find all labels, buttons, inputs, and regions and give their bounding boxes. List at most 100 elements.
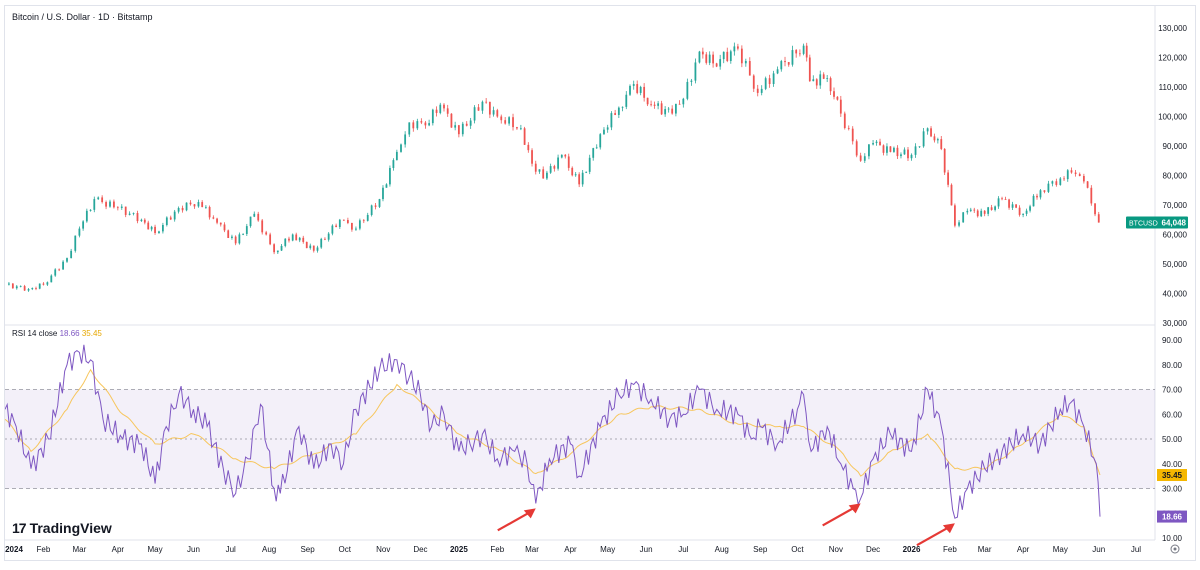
price-candle-body: [980, 210, 983, 217]
price-candle-body: [632, 84, 635, 86]
price-candle-body: [1051, 181, 1054, 184]
price-candle-body: [538, 169, 541, 172]
price-candle-body: [966, 210, 969, 213]
settings-gear-icon[interactable]: [1170, 544, 1180, 554]
price-candle-body: [66, 258, 68, 262]
price-candle-body: [428, 123, 431, 126]
x-axis-month-label: Sep: [753, 545, 768, 554]
price-y-tick: 30,000: [1163, 319, 1188, 328]
price-candle-body: [74, 235, 77, 251]
price-candle-body: [276, 250, 279, 253]
price-candle-body: [231, 236, 233, 238]
price-candle-body: [305, 241, 308, 249]
price-candle-body: [245, 226, 248, 234]
price-candle-body: [726, 51, 729, 61]
price-candle-body: [943, 148, 946, 173]
price-candle-body: [1018, 207, 1021, 215]
price-candle-body: [500, 116, 503, 121]
x-axis-month-label: Oct: [791, 545, 804, 554]
price-candle-body: [477, 107, 480, 111]
price-candle-body: [812, 79, 815, 82]
price-candle-body: [366, 214, 369, 221]
price-candle-body: [646, 97, 649, 105]
price-candle-body: [242, 233, 244, 235]
price-candle-body: [969, 209, 972, 211]
price-y-tick: 50,000: [1163, 260, 1188, 269]
price-candle-body: [764, 78, 767, 89]
price-candle-body: [158, 231, 160, 234]
price-candle-body: [595, 147, 598, 149]
price-candle-body: [599, 134, 602, 148]
price-candle-body: [606, 127, 609, 130]
price-candle-body: [385, 184, 388, 188]
rsi-ma-last-value-bg: [1157, 469, 1187, 482]
price-candle-body: [389, 167, 391, 185]
x-axis-month-label: Mar: [73, 545, 87, 554]
price-candle-body: [983, 210, 986, 214]
last-price-ticker: BTCUSD: [1129, 221, 1158, 228]
rsi-ma-line: [4, 368, 1101, 477]
price-candle-body: [150, 226, 153, 230]
price-candle-body: [1074, 172, 1077, 175]
price-candle-body: [839, 99, 842, 114]
price-candle-body: [120, 206, 123, 208]
price-candle-body: [962, 212, 965, 223]
price-candle-body: [1022, 213, 1025, 215]
price-candle-body: [335, 225, 338, 228]
price-candle-body: [143, 219, 146, 223]
price-candle-body: [169, 217, 172, 220]
price-candle-body: [682, 98, 685, 105]
price-candle-body: [1059, 178, 1062, 185]
price-candle-body: [936, 139, 939, 141]
price-candle-body: [886, 146, 888, 153]
price-candle-body: [546, 172, 548, 179]
price-candle-body: [85, 210, 88, 222]
x-axis-year-label: 2026: [903, 545, 921, 554]
x-axis-month-label: Feb: [37, 545, 51, 554]
price-candle-body: [614, 113, 617, 115]
rsi-y-tick: 50.00: [1162, 435, 1183, 444]
price-candle-body: [736, 46, 739, 49]
price-candle-body: [1090, 187, 1093, 204]
price-candle-body: [610, 113, 613, 128]
price-candle-body: [132, 212, 135, 214]
x-axis-month-label: Apr: [1017, 545, 1030, 554]
rsi-y-tick: 30.00: [1162, 485, 1183, 494]
price-candle-body: [128, 213, 131, 215]
price-candle-body: [973, 209, 976, 211]
price-candle-body: [776, 69, 779, 74]
price-candle-body: [930, 128, 932, 137]
price-candle-body: [836, 96, 839, 100]
price-candle-body: [805, 45, 808, 58]
price-candle-body: [82, 221, 85, 229]
price-candle-body: [940, 139, 943, 149]
x-axis-month-label: Sep: [300, 545, 315, 554]
price-candle-body: [567, 156, 570, 168]
last-price-value: 64,048: [1162, 219, 1187, 228]
x-axis-month-label: Jul: [226, 545, 236, 554]
price-candle-body: [660, 103, 663, 115]
price-candle-body: [752, 75, 755, 89]
price-candle-body: [124, 206, 127, 215]
price-candle-body: [485, 101, 488, 103]
price-candle-body: [439, 104, 442, 113]
price-candle-body: [265, 232, 268, 235]
price-candle-body: [733, 46, 736, 52]
price-candle-body: [1001, 198, 1003, 200]
price-candle-body: [461, 123, 464, 135]
price-candle-body: [420, 121, 423, 123]
price-candle-body: [324, 238, 326, 240]
price-candle-body: [78, 228, 81, 236]
price-candle-body: [868, 144, 870, 157]
x-axis-month-label: Dec: [413, 545, 427, 554]
price-candle-body: [320, 238, 323, 248]
price-candle-body: [578, 174, 581, 185]
price-candle-body: [249, 216, 252, 227]
price-candle-body: [516, 127, 518, 129]
price-candle-body: [154, 226, 156, 234]
price-candle-body: [829, 78, 832, 92]
price-candle-body: [457, 125, 460, 135]
price-candle-body: [748, 61, 751, 76]
